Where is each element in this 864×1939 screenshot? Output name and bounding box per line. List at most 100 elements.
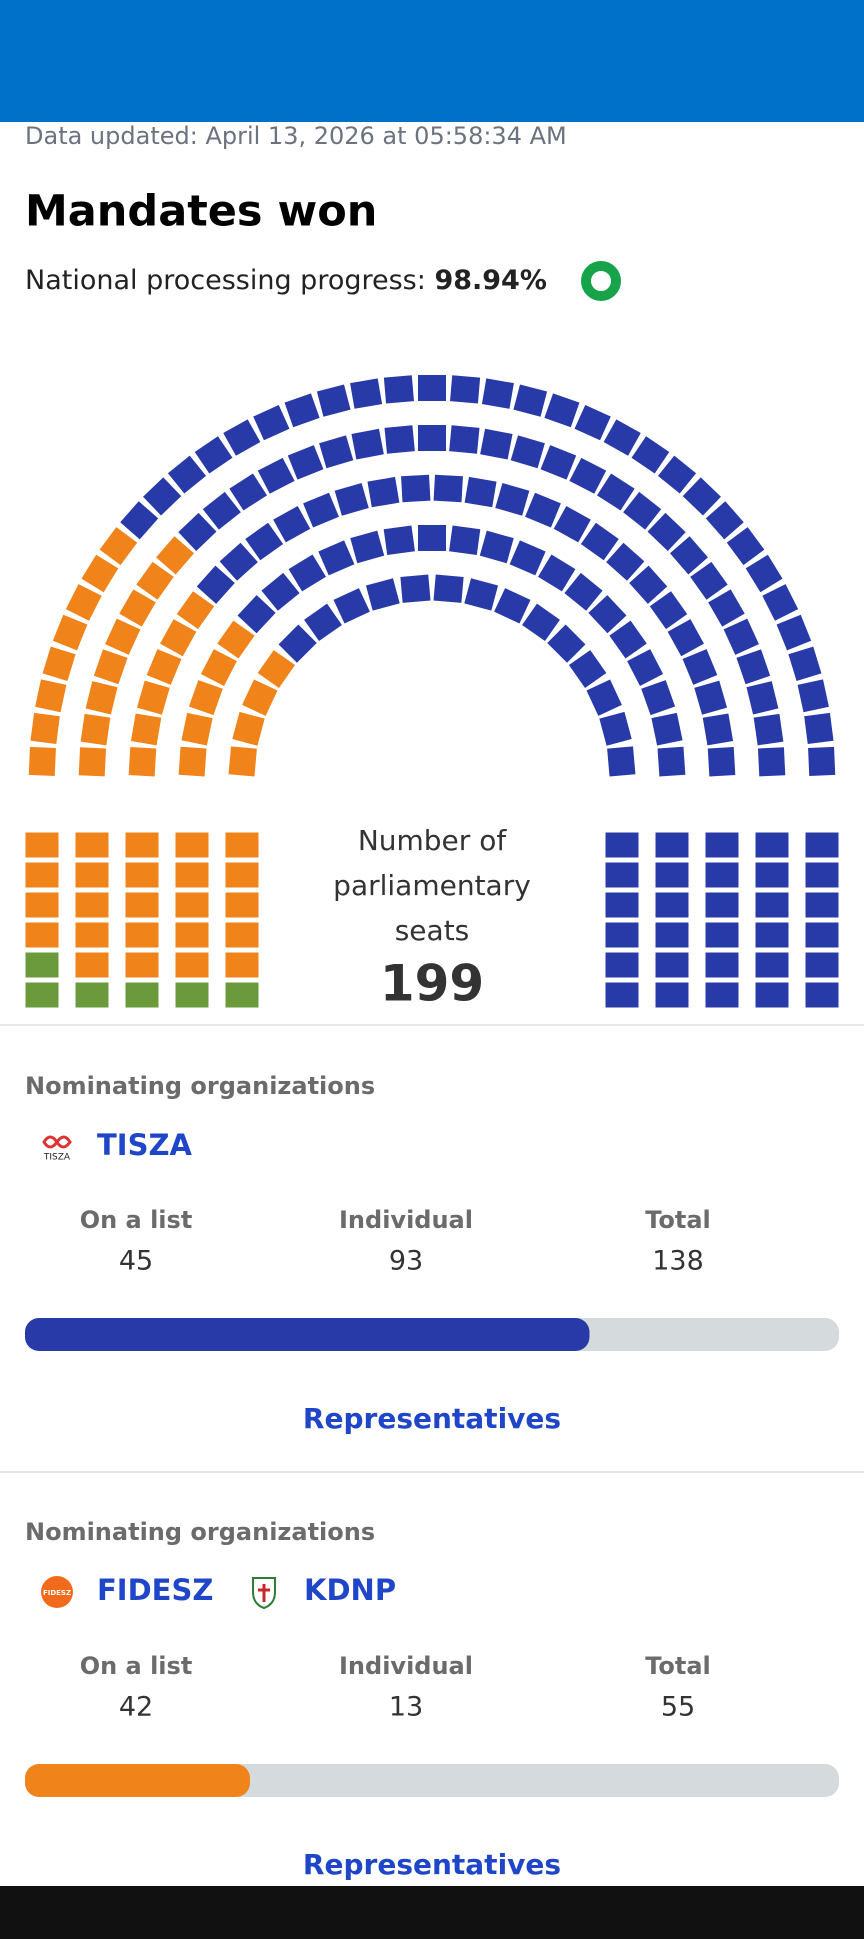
seat	[237, 595, 276, 634]
seat	[525, 492, 561, 528]
seat	[418, 525, 446, 551]
seat	[304, 603, 342, 642]
seat-label: Number of parliamentary seats	[333, 824, 531, 947]
seat	[805, 982, 839, 1008]
seat	[631, 436, 670, 474]
bar-fill	[25, 1764, 250, 1797]
progress-text: National processing progress: 98.94%	[25, 265, 547, 296]
seat	[449, 425, 480, 454]
seat	[75, 862, 109, 888]
seat	[35, 679, 67, 713]
seat	[225, 982, 259, 1008]
top-bar	[0, 0, 864, 122]
seat	[181, 712, 213, 746]
progress-label: National processing progress:	[25, 265, 426, 296]
seat	[383, 375, 414, 404]
seat	[351, 428, 384, 460]
seat	[78, 747, 107, 777]
representatives-link[interactable]: Representatives	[303, 1402, 561, 1435]
seat	[690, 561, 728, 600]
organization-name: TISZA	[97, 1128, 192, 1162]
seat	[105, 618, 141, 655]
seat	[702, 713, 734, 746]
seat	[433, 574, 464, 603]
seat	[136, 680, 170, 715]
seat	[705, 862, 739, 888]
seat	[194, 436, 233, 474]
seat	[175, 892, 209, 918]
seat	[755, 952, 789, 978]
seat	[745, 554, 783, 593]
seat	[80, 713, 111, 746]
seat	[350, 378, 383, 409]
representatives-link[interactable]: Representatives	[303, 1848, 561, 1881]
stat-value: 45	[119, 1246, 153, 1277]
seat	[303, 492, 339, 528]
seat	[245, 522, 284, 561]
seat	[188, 680, 223, 716]
seat	[175, 832, 209, 858]
seat	[522, 603, 560, 642]
seat	[75, 832, 109, 858]
seat	[605, 862, 639, 888]
seat	[655, 862, 689, 888]
seat	[223, 419, 261, 456]
seat	[418, 375, 446, 401]
seat	[225, 922, 259, 948]
seat	[125, 892, 159, 918]
seat	[75, 922, 109, 948]
seat	[537, 554, 576, 592]
seat	[52, 614, 88, 651]
seat	[647, 512, 686, 552]
stat-label: On a list	[80, 1206, 193, 1234]
seat	[125, 952, 159, 978]
seat	[605, 922, 639, 948]
seat	[125, 862, 159, 888]
stat-value: 93	[389, 1246, 423, 1277]
seat	[605, 982, 639, 1008]
seat	[146, 649, 182, 685]
stat-label: Individual	[339, 1652, 473, 1680]
seat	[627, 649, 664, 686]
seat	[574, 405, 611, 441]
seat	[586, 679, 622, 716]
seat	[657, 746, 686, 777]
seat	[510, 435, 545, 469]
seat	[651, 712, 683, 746]
seat	[25, 862, 59, 888]
seat	[175, 862, 209, 888]
seat	[75, 952, 109, 978]
seat	[464, 578, 499, 611]
seat	[564, 572, 603, 611]
seat	[649, 591, 688, 630]
seat	[481, 378, 514, 409]
seat	[655, 832, 689, 858]
seat	[682, 477, 721, 516]
seat	[705, 832, 739, 858]
seat	[334, 482, 369, 516]
seat	[225, 832, 259, 858]
seat	[705, 952, 739, 978]
seat	[143, 477, 182, 516]
seat	[175, 922, 209, 948]
seat	[257, 650, 296, 688]
tisza-logo: TISZA	[42, 1135, 72, 1163]
seat	[25, 922, 59, 948]
seat	[25, 952, 59, 978]
seat	[350, 530, 385, 564]
title: Mandates won	[25, 187, 377, 237]
seat	[757, 747, 786, 777]
progress-ring	[581, 261, 621, 301]
section-heading: Nominating organizations	[25, 1072, 375, 1100]
seat	[288, 554, 327, 592]
seat	[609, 620, 647, 659]
seat	[540, 445, 577, 480]
seat	[805, 862, 839, 888]
seat	[365, 578, 400, 611]
seat	[682, 649, 718, 685]
seat	[568, 650, 607, 688]
seat	[655, 892, 689, 918]
seat	[755, 982, 789, 1008]
seat	[755, 922, 789, 948]
